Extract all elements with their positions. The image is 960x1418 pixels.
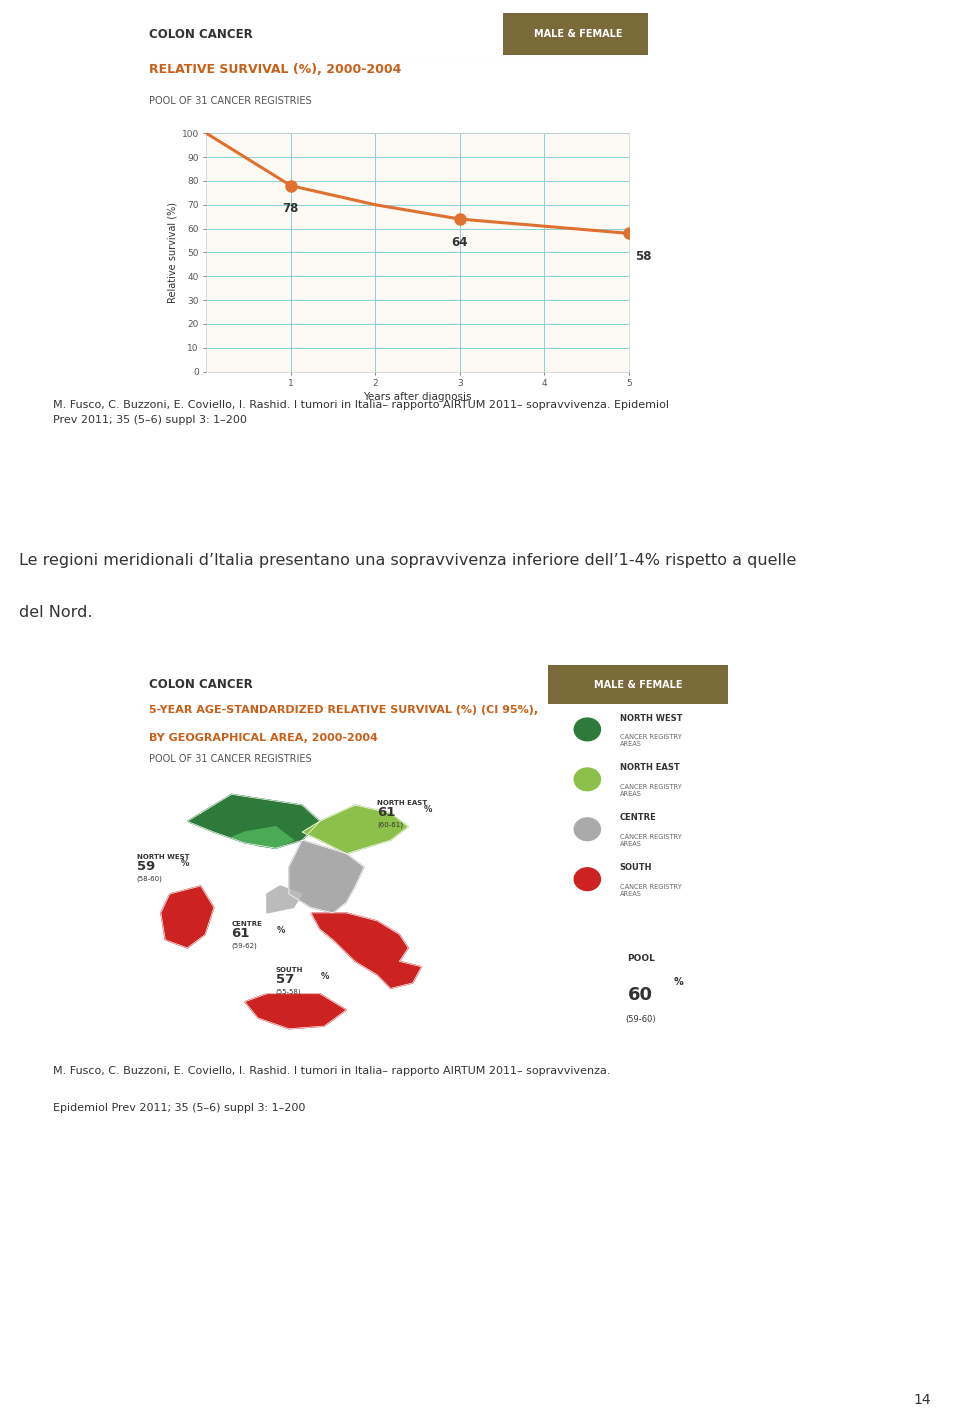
X-axis label: Years after diagnosis: Years after diagnosis: [363, 393, 472, 403]
Text: SOUTH: SOUTH: [619, 864, 652, 872]
Text: M. Fusco, C. Buzzoni, E. Coviello, I. Rashid. I tumori in Italia– rapporto AIRTU: M. Fusco, C. Buzzoni, E. Coviello, I. Ra…: [53, 400, 669, 425]
Polygon shape: [311, 913, 421, 988]
Polygon shape: [161, 886, 214, 947]
Text: (55-58): (55-58): [276, 988, 301, 994]
Text: (58-60): (58-60): [136, 875, 162, 882]
Text: COLON CANCER: COLON CANCER: [149, 27, 252, 41]
Polygon shape: [267, 886, 302, 913]
Polygon shape: [231, 827, 294, 848]
Text: %: %: [180, 859, 189, 868]
Text: Le regioni meridionali d’Italia presentano una sopravvivenza inferiore dell’1-4%: Le regioni meridionali d’Italia presenta…: [19, 553, 797, 569]
Text: %: %: [321, 971, 329, 981]
Polygon shape: [187, 794, 320, 848]
Text: POOL OF 31 CANCER REGISTRIES: POOL OF 31 CANCER REGISTRIES: [149, 754, 311, 764]
Ellipse shape: [574, 769, 600, 791]
Ellipse shape: [574, 718, 600, 740]
Text: MALE & FEMALE: MALE & FEMALE: [534, 28, 622, 40]
Text: NORTH WEST: NORTH WEST: [136, 854, 189, 861]
Text: %: %: [423, 805, 432, 814]
Text: CENTRE: CENTRE: [231, 922, 262, 927]
Text: (59-60): (59-60): [626, 1015, 656, 1024]
Text: NORTH EAST: NORTH EAST: [377, 800, 427, 807]
Text: COLON CANCER: COLON CANCER: [149, 678, 252, 692]
Text: 78: 78: [282, 203, 300, 216]
Text: CENTRE: CENTRE: [619, 814, 657, 822]
Text: (60-61): (60-61): [377, 821, 403, 828]
Text: 5-YEAR AGE-STANDARDIZED RELATIVE SURVIVAL (%) (CI 95%),: 5-YEAR AGE-STANDARDIZED RELATIVE SURVIVA…: [149, 705, 538, 715]
Polygon shape: [289, 839, 364, 913]
Text: CANCER REGISTRY
AREAS: CANCER REGISTRY AREAS: [619, 784, 682, 797]
Text: RELATIVE SURVIVAL (%), 2000-2004: RELATIVE SURVIVAL (%), 2000-2004: [149, 62, 401, 77]
Text: %: %: [276, 926, 285, 934]
Text: 61: 61: [231, 927, 250, 940]
Polygon shape: [245, 994, 347, 1029]
Text: del Nord.: del Nord.: [19, 605, 93, 621]
Text: CANCER REGISTRY
AREAS: CANCER REGISTRY AREAS: [619, 834, 682, 847]
Text: NORTH WEST: NORTH WEST: [619, 713, 683, 723]
Text: 59: 59: [136, 859, 155, 873]
Ellipse shape: [574, 818, 600, 841]
Text: BY GEOGRAPHICAL AREA, 2000-2004: BY GEOGRAPHICAL AREA, 2000-2004: [149, 733, 377, 743]
Text: 61: 61: [377, 805, 396, 820]
Text: POOL OF 31 CANCER REGISTRIES: POOL OF 31 CANCER REGISTRIES: [149, 96, 311, 106]
Text: 58: 58: [636, 250, 652, 262]
Text: CANCER REGISTRY
AREAS: CANCER REGISTRY AREAS: [619, 883, 682, 896]
Text: 57: 57: [276, 973, 294, 986]
Text: 14: 14: [914, 1392, 931, 1407]
Text: CANCER REGISTRY
AREAS: CANCER REGISTRY AREAS: [619, 735, 682, 747]
Y-axis label: Relative survival (%): Relative survival (%): [167, 201, 178, 303]
Text: (59-62): (59-62): [231, 943, 257, 950]
Text: 60: 60: [628, 986, 653, 1004]
Text: 64: 64: [451, 235, 468, 248]
Text: MALE & FEMALE: MALE & FEMALE: [594, 679, 683, 691]
Text: %: %: [674, 977, 684, 987]
Text: Epidemiol Prev 2011; 35 (5–6) suppl 3: 1–200: Epidemiol Prev 2011; 35 (5–6) suppl 3: 1…: [53, 1103, 305, 1113]
Text: SOUTH: SOUTH: [276, 967, 303, 973]
Text: POOL: POOL: [627, 954, 655, 963]
Ellipse shape: [574, 868, 600, 891]
Polygon shape: [302, 805, 408, 854]
FancyBboxPatch shape: [547, 665, 728, 705]
FancyBboxPatch shape: [503, 13, 653, 55]
Text: NORTH EAST: NORTH EAST: [619, 763, 680, 773]
Text: M. Fusco, C. Buzzoni, E. Coviello, I. Rashid. I tumori in Italia– rapporto AIRTU: M. Fusco, C. Buzzoni, E. Coviello, I. Ra…: [53, 1066, 611, 1076]
